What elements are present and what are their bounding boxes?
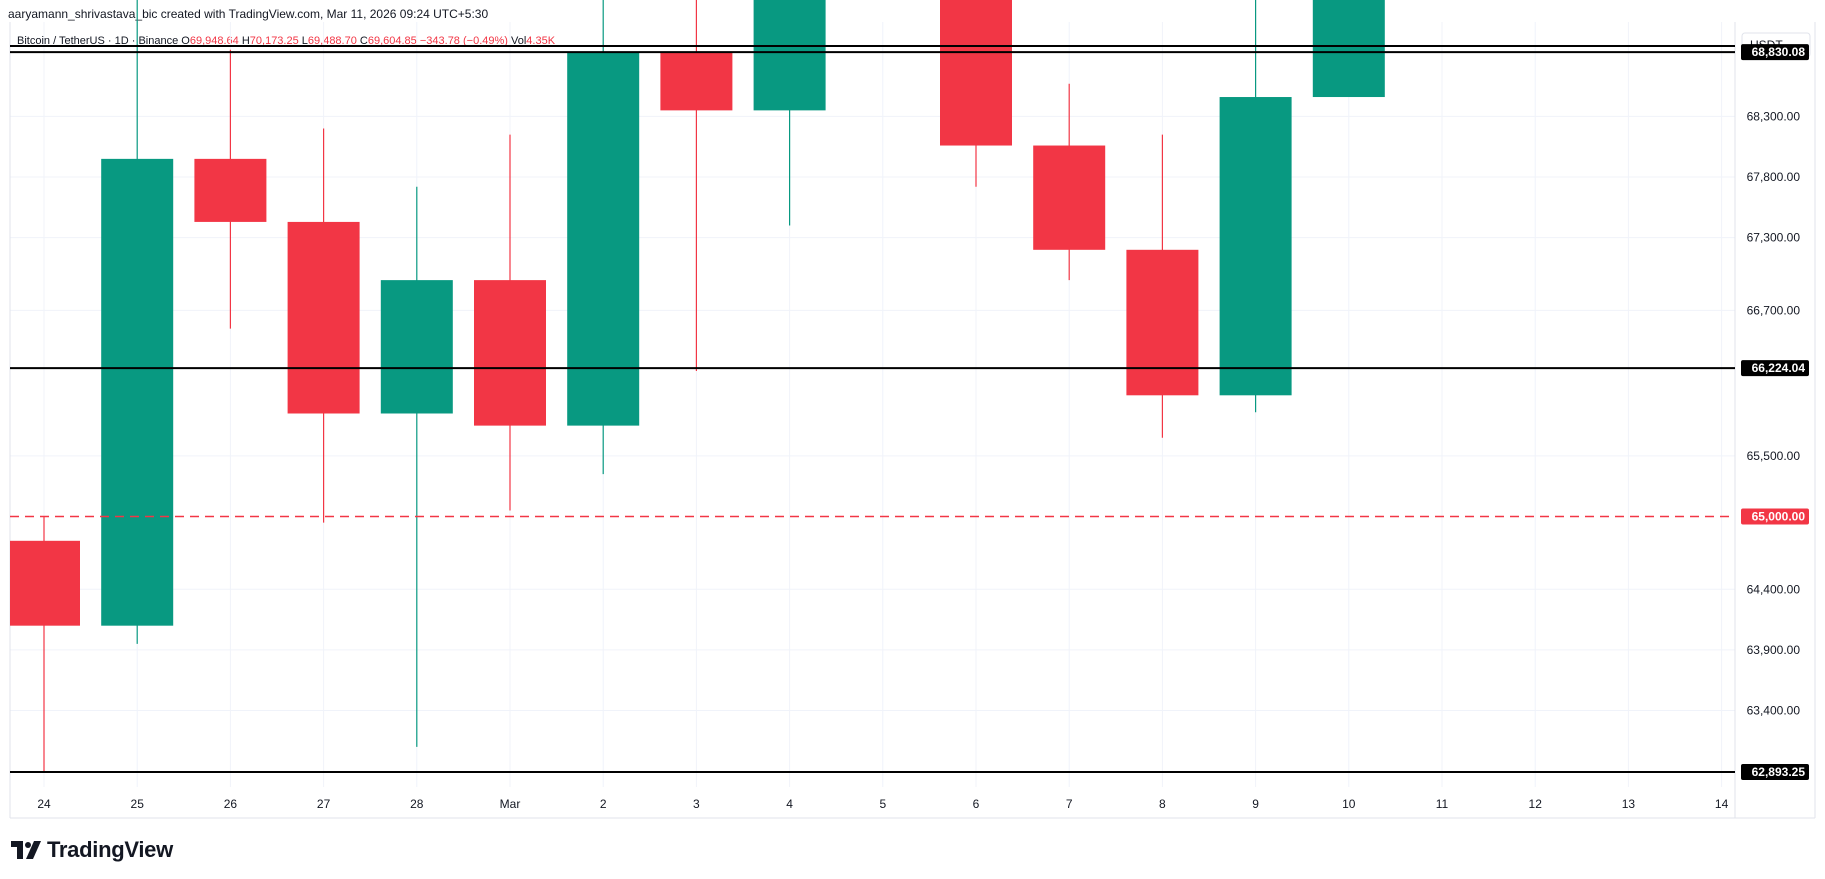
close-value: 69,604.85 (367, 35, 417, 47)
date-tick-label: 26 (224, 797, 238, 811)
date-tick-label: Mar (500, 797, 521, 811)
tradingview-logo[interactable]: TradingView (11, 837, 173, 863)
date-tick-label: 11 (1436, 797, 1449, 811)
close-label: C (359, 35, 368, 47)
symbol-name[interactable]: Bitcoin / TetherUS · 1D · Binance (17, 35, 179, 47)
ohlc-legend: Bitcoin / TetherUS · 1D · Binance O69,94… (17, 35, 555, 47)
date-tick-label: 7 (1066, 797, 1073, 811)
time-axis[interactable]: 24 25 26 27 28 Mar 2 3 4 5 6 7 8 9 10 11 12 13 14 (37, 797, 1728, 811)
date-tick-label: 12 (1529, 797, 1543, 811)
date-tick-label: 8 (1159, 797, 1166, 811)
tradingview-logo-text: TradingView (47, 837, 173, 862)
candle-body-down (474, 280, 546, 426)
volume-value: 4.35K (526, 35, 556, 47)
candle-body-down (940, 0, 1012, 146)
grid-layer (10, 22, 1735, 787)
open-label: O (181, 35, 190, 47)
price-tick-label: 67,800.00 (1747, 170, 1801, 184)
level-price-tag-label: 62,893.25 (1752, 765, 1806, 779)
date-tick-label: 14 (1715, 797, 1729, 811)
change-value: −343.78 (−0.49%) (419, 35, 508, 47)
price-tags-layer: 72,294.0270,000.0068,830.0866,224.0465,0… (1741, 44, 1809, 780)
level-price-tag-label: 66,224.04 (1752, 361, 1806, 375)
volume-label: Vol (511, 35, 527, 47)
price-tick-label: 68,300.00 (1747, 109, 1801, 123)
date-tick-label: 3 (693, 797, 700, 811)
date-tick-label: 25 (131, 797, 145, 811)
price-tick-label: 63,400.00 (1747, 704, 1801, 718)
date-tick-label: 10 (1342, 797, 1356, 811)
candles-layer (10, 0, 1385, 772)
price-tick-label: 63,900.00 (1747, 643, 1801, 657)
candle-body-up (1312, 0, 1385, 98)
high-label: H (241, 35, 250, 47)
low-value: 69,488.70 (307, 35, 357, 47)
candle-body-down (287, 221, 360, 414)
level-price-tag (1741, 44, 1809, 61)
price-tick-label: 64,400.00 (1747, 582, 1801, 596)
candle-body-down (1033, 145, 1106, 250)
candle-body-down (10, 540, 80, 626)
date-tick-label: 13 (1622, 797, 1636, 811)
price-tick-label: 67,300.00 (1747, 231, 1801, 245)
candle-body-up (1219, 97, 1292, 396)
candle-body-up (380, 280, 453, 414)
level-price-tag-label: 65,000.00 (1752, 510, 1806, 524)
open-value: 69,948.64 (189, 35, 239, 47)
candle-body-down (1126, 249, 1199, 396)
candle-body-up (753, 0, 826, 111)
price-tick-label: 66,700.00 (1747, 303, 1801, 317)
candle-body-down (194, 158, 267, 222)
level-price-tag (1741, 764, 1809, 780)
date-tick-label: 27 (317, 797, 331, 811)
chart-frame (9, 22, 1816, 819)
price-tick-label: 65,500.00 (1747, 449, 1801, 463)
date-tick-label: 28 (410, 797, 424, 811)
candle-body-up (567, 52, 640, 426)
date-tick-label: 24 (37, 797, 51, 811)
date-tick-label: 2 (600, 797, 607, 811)
candle-body-up (101, 158, 174, 626)
date-tick-label: 5 (879, 797, 886, 811)
level-price-tag-label: 68,830.08 (1752, 45, 1806, 59)
low-label: L (301, 35, 308, 47)
candle-body-down (660, 52, 733, 111)
high-value: 70,173.25 (249, 35, 299, 47)
date-tick-label: 4 (786, 797, 793, 811)
tradingview-logo-icon (11, 841, 41, 859)
levels-layer (10, 45, 1735, 773)
date-tick-label: 6 (973, 797, 980, 811)
chart-credit: aaryamann_shrivastava_bic created with T… (8, 7, 489, 21)
price-axis[interactable]: 74,000.0073,000.0072,000.0071,200.0070,4… (1741, 0, 1811, 718)
date-tick-label: 9 (1252, 797, 1259, 811)
level-price-tag (1741, 508, 1809, 525)
level-price-tag (1741, 360, 1809, 377)
